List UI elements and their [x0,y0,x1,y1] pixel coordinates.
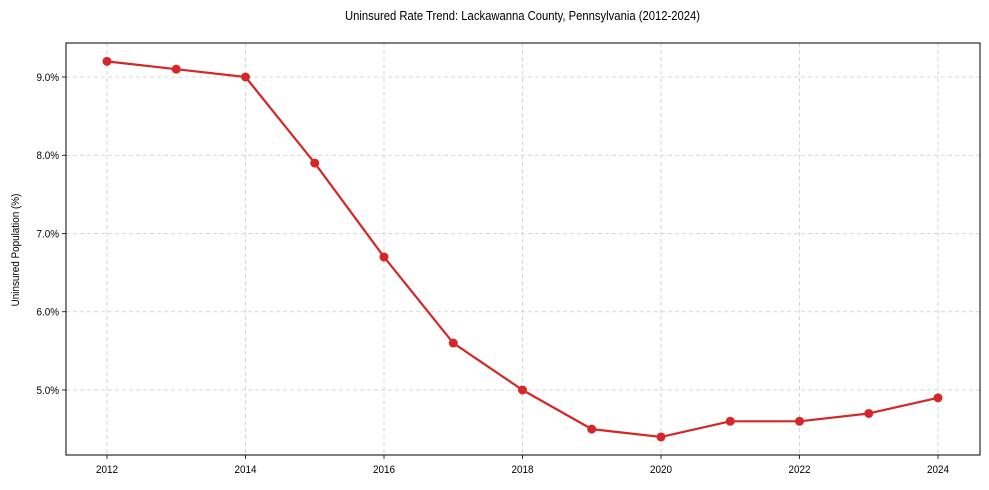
data-point [587,424,597,434]
x-tick-label: 2012 [96,465,118,477]
x-tick-label: 2018 [511,465,533,477]
data-point [795,416,804,426]
y-tick-label: 6.0% [36,307,59,319]
y-tick-label: 5.0% [36,386,59,398]
y-tick-label: 7.0% [36,229,59,241]
y-tick-label: 9.0% [36,73,59,85]
data-point [725,416,735,426]
data-point [656,432,666,442]
data-point [864,408,874,418]
data-point [310,158,320,168]
chart-title: Uninsured Rate Trend: Lackawanna County,… [344,9,700,23]
data-point [933,393,943,403]
x-tick-label: 2016 [373,465,395,477]
series-line [102,56,943,442]
data-point [448,338,458,348]
data-point [171,64,181,74]
x-tick-label: 2022 [788,465,810,477]
x-tick-label: 2024 [927,465,949,477]
x-tick-label: 2020 [650,465,672,477]
data-point [518,385,527,395]
data-point [379,252,389,262]
y-tick-label: 8.0% [36,151,59,163]
data-point [241,72,250,82]
x-tick-label: 2014 [234,465,256,477]
data-point [102,56,112,66]
plot-frame [65,42,981,456]
